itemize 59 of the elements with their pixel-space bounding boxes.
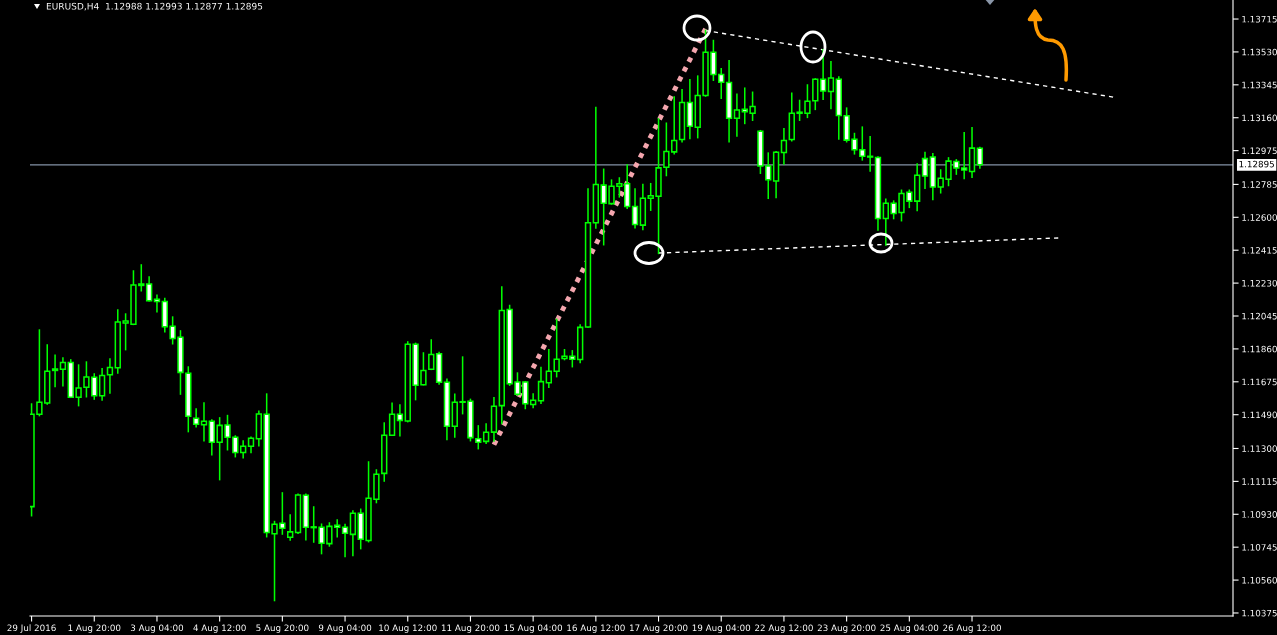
x-tick-label: 17 Aug 20:00 (630, 624, 688, 633)
candlestick (388, 402, 396, 437)
candlestick (827, 61, 835, 110)
y-tick-label: 1.10560 (1242, 576, 1277, 584)
candlestick (968, 127, 976, 179)
y-tick-label: 1.12045 (1242, 312, 1277, 320)
x-tick-label: 9 Aug 04:00 (318, 624, 372, 633)
x-tick-label: 19 Aug 04:00 (692, 624, 751, 633)
x-tick-label: 23 Aug 20:00 (817, 624, 876, 633)
y-tick-label: 1.10375 (1242, 609, 1277, 617)
x-tick-label: 22 Aug 12:00 (755, 624, 813, 633)
x-tick-label: 16 Aug 12:00 (567, 624, 625, 633)
candlestick (475, 425, 482, 450)
x-tick-label: 10 Aug 12:00 (379, 624, 437, 633)
candlestick (341, 523, 349, 558)
x-tick-label: 15 Aug 04:00 (504, 624, 563, 633)
y-tick-label: 1.11860 (1242, 345, 1277, 353)
candlestick (976, 146, 984, 169)
candlestick (537, 366, 545, 404)
candlestick (866, 135, 874, 172)
chart-title: EURUSD,H4 1.12988 1.12993 1.12877 1.12895 (46, 2, 263, 11)
y-tick-label: 1.13160 (1242, 114, 1277, 122)
candlestick (51, 354, 59, 388)
y-tick-label: 1.12785 (1242, 181, 1277, 188)
ref-line-label: 1.12895 (1239, 160, 1274, 168)
x-tick-label: 11 Aug 20:00 (441, 624, 500, 633)
y-tick-label: 1.12975 (1242, 147, 1277, 155)
y-tick-label: 1.13345 (1242, 81, 1277, 89)
x-tick-label: 26 Aug 12:00 (943, 624, 1001, 633)
candlestick (396, 404, 404, 437)
y-tick-label: 1.10745 (1242, 544, 1277, 551)
x-tick-label: 4 Aug 12:00 (193, 624, 246, 633)
candlestick (145, 276, 153, 302)
x-tick-label: 3 Aug 04:00 (130, 624, 184, 633)
candlestick (349, 510, 357, 557)
candlestick (428, 339, 435, 371)
candlestick (733, 93, 741, 137)
y-tick-label: 1.12415 (1242, 247, 1277, 254)
candlestick (780, 127, 788, 165)
candlestick (631, 188, 639, 229)
candlestick (921, 151, 929, 190)
x-tick-label: 25 Aug 04:00 (880, 624, 939, 633)
y-tick-label: 1.12230 (1242, 279, 1277, 287)
y-tick-label: 1.13715 (1242, 15, 1277, 23)
candlestick (98, 367, 106, 401)
candlestick (59, 357, 67, 387)
y-tick-label: 1.11115 (1242, 478, 1277, 485)
y-tick-label: 1.11490 (1242, 411, 1277, 419)
candlestick (686, 78, 694, 140)
x-tick-label: 1 Aug 20:00 (68, 624, 121, 633)
y-tick-label: 1.11675 (1242, 378, 1277, 386)
y-tick-label: 1.11300 (1242, 445, 1277, 452)
x-tick-label: 5 Aug 20:00 (256, 624, 309, 633)
y-tick-label: 1.12600 (1242, 214, 1277, 221)
candlestick (482, 423, 490, 445)
y-tick-label: 1.13530 (1242, 48, 1277, 56)
y-tick-label: 1.10930 (1242, 511, 1277, 518)
candlestick (286, 514, 294, 541)
x-tick-label: 29 Jul 2016 (7, 624, 56, 633)
